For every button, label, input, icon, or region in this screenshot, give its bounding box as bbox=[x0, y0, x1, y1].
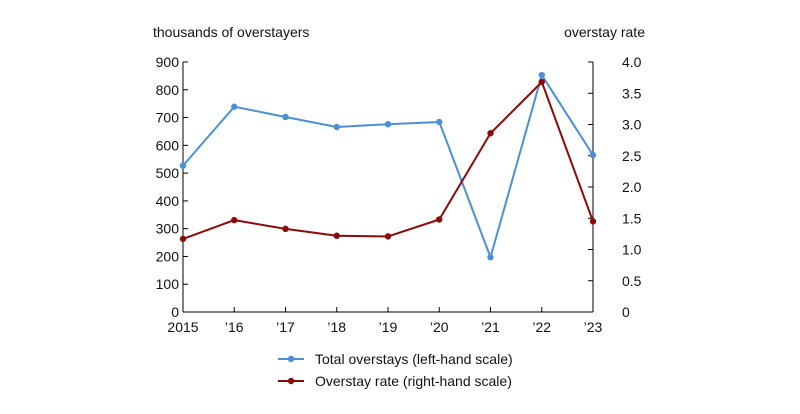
data-point-total-overstays bbox=[333, 123, 340, 131]
series-layer bbox=[179, 71, 597, 261]
left-tick-label: 800 bbox=[156, 82, 180, 98]
left-axis-title: thousands of overstayers bbox=[153, 24, 309, 40]
right-tick-label: 2.5 bbox=[622, 148, 642, 164]
legend-swatch-marker bbox=[287, 355, 295, 363]
right-tick-label: 0.5 bbox=[622, 273, 642, 289]
series-line-total-overstays bbox=[182, 74, 594, 259]
x-tick-label: ’19 bbox=[379, 319, 398, 335]
series-line-overstay-rate bbox=[182, 81, 594, 240]
left-tick-label: 900 bbox=[156, 54, 180, 70]
data-point-overstay-rate bbox=[384, 233, 392, 240]
right-tick-label: 0 bbox=[622, 304, 630, 320]
data-point-total-overstays bbox=[384, 121, 392, 128]
x-tick-label: ’18 bbox=[327, 319, 346, 335]
left-tick-label: 0 bbox=[171, 304, 179, 320]
data-point-overstay-rate bbox=[538, 78, 545, 86]
left-tick-label: 300 bbox=[156, 221, 180, 237]
data-point-total-overstays bbox=[179, 162, 187, 169]
data-point-overstay-rate bbox=[589, 218, 597, 225]
data-point-overstay-rate bbox=[179, 235, 187, 243]
data-point-total-overstays bbox=[436, 118, 443, 126]
axes: 0 100 200 300 400 500 600 700 800 900 0 0.5 1.0 1.5 2.… bbox=[156, 54, 642, 335]
left-tick-label: 400 bbox=[156, 193, 180, 209]
right-tick-label: 4.0 bbox=[622, 54, 642, 70]
data-point-overstay-rate bbox=[487, 130, 494, 137]
left-tick-label: 700 bbox=[156, 110, 180, 126]
left-tick-label: 100 bbox=[156, 276, 180, 292]
x-tick-label: ’22 bbox=[532, 319, 551, 335]
data-point-overstay-rate bbox=[231, 216, 238, 224]
x-tick-label: ’20 bbox=[430, 319, 449, 335]
x-tick-label: ’23 bbox=[584, 319, 603, 335]
left-tick-label: 200 bbox=[156, 248, 180, 264]
x-tick-label: ’21 bbox=[481, 319, 500, 335]
x-tick-label: ’17 bbox=[276, 319, 295, 335]
data-point-overstay-rate bbox=[333, 232, 340, 239]
legend-label: Total overstays (left-hand scale) bbox=[315, 351, 513, 367]
right-tick-label: 2.0 bbox=[622, 179, 642, 195]
data-point-total-overstays bbox=[231, 103, 238, 110]
right-axis-title: overstay rate bbox=[564, 24, 645, 40]
data-point-total-overstays bbox=[589, 151, 597, 159]
legend-swatch-marker bbox=[287, 377, 295, 385]
x-tick-label: 2015 bbox=[167, 319, 198, 335]
left-tick-label: 600 bbox=[156, 137, 180, 153]
legend: Total overstays (left-hand scale) Oversta… bbox=[278, 351, 513, 389]
data-point-total-overstays bbox=[282, 113, 289, 121]
left-tick-label: 500 bbox=[156, 165, 180, 181]
right-tick-label: 1.5 bbox=[622, 210, 642, 226]
right-tick-label: 3.5 bbox=[622, 85, 642, 101]
data-point-overstay-rate bbox=[282, 225, 289, 233]
data-point-total-overstays bbox=[487, 254, 494, 261]
data-point-total-overstays bbox=[538, 71, 545, 79]
right-tick-label: 1.0 bbox=[622, 242, 642, 258]
x-tick-label: ’16 bbox=[225, 319, 244, 335]
data-point-overstay-rate bbox=[436, 216, 443, 223]
legend-label: Overstay rate (right-hand scale) bbox=[315, 373, 512, 389]
right-tick-label: 3.0 bbox=[622, 117, 642, 133]
